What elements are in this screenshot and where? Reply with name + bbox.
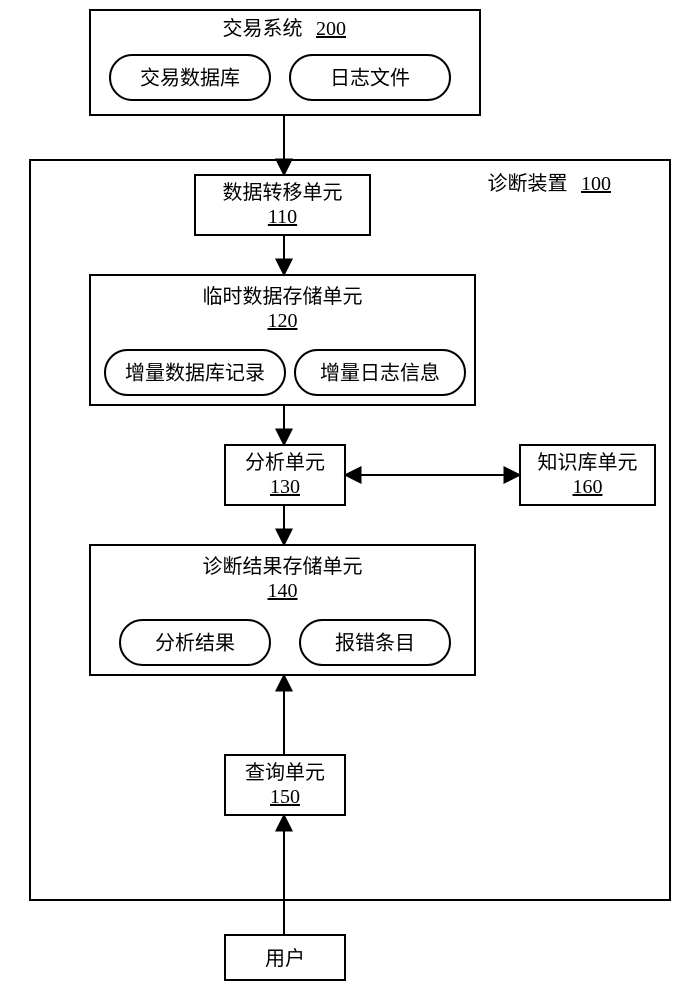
diag-result-ref: 140 bbox=[268, 580, 298, 602]
data-transfer-title: 数据转移单元 bbox=[223, 181, 343, 204]
diag-result-title: 诊断结果存储单元 bbox=[203, 555, 363, 578]
knowledge-ref: 160 bbox=[573, 476, 603, 498]
temp-pill-0-label: 增量数据库记录 bbox=[125, 362, 265, 385]
diagnosis-device-title: 诊断装置 bbox=[488, 172, 568, 195]
temp-pill-1-label: 增量日志信息 bbox=[320, 362, 440, 385]
temp-storage-ref: 120 bbox=[268, 310, 298, 332]
analysis-title: 分析单元 bbox=[245, 451, 325, 474]
diag-pill-0-label: 分析结果 bbox=[155, 632, 235, 655]
data-transfer-ref: 110 bbox=[268, 206, 297, 228]
diagnosis-device-box bbox=[30, 160, 670, 900]
transaction-system-title: 交易系统 bbox=[223, 17, 303, 40]
transaction-system-ref: 200 bbox=[316, 18, 346, 40]
diagnosis-device-ref: 100 bbox=[581, 173, 611, 195]
diag-pill-1-label: 报错条目 bbox=[335, 632, 415, 655]
knowledge-title: 知识库单元 bbox=[538, 451, 638, 474]
query-ref: 150 bbox=[270, 786, 300, 808]
analysis-ref: 130 bbox=[270, 476, 300, 498]
temp-storage-title: 临时数据存储单元 bbox=[203, 285, 363, 308]
user-title: 用户 bbox=[265, 947, 305, 970]
query-title: 查询单元 bbox=[245, 761, 325, 784]
transaction-pill-0-label: 交易数据库 bbox=[140, 67, 240, 90]
transaction-pill-1-label: 日志文件 bbox=[330, 67, 410, 90]
